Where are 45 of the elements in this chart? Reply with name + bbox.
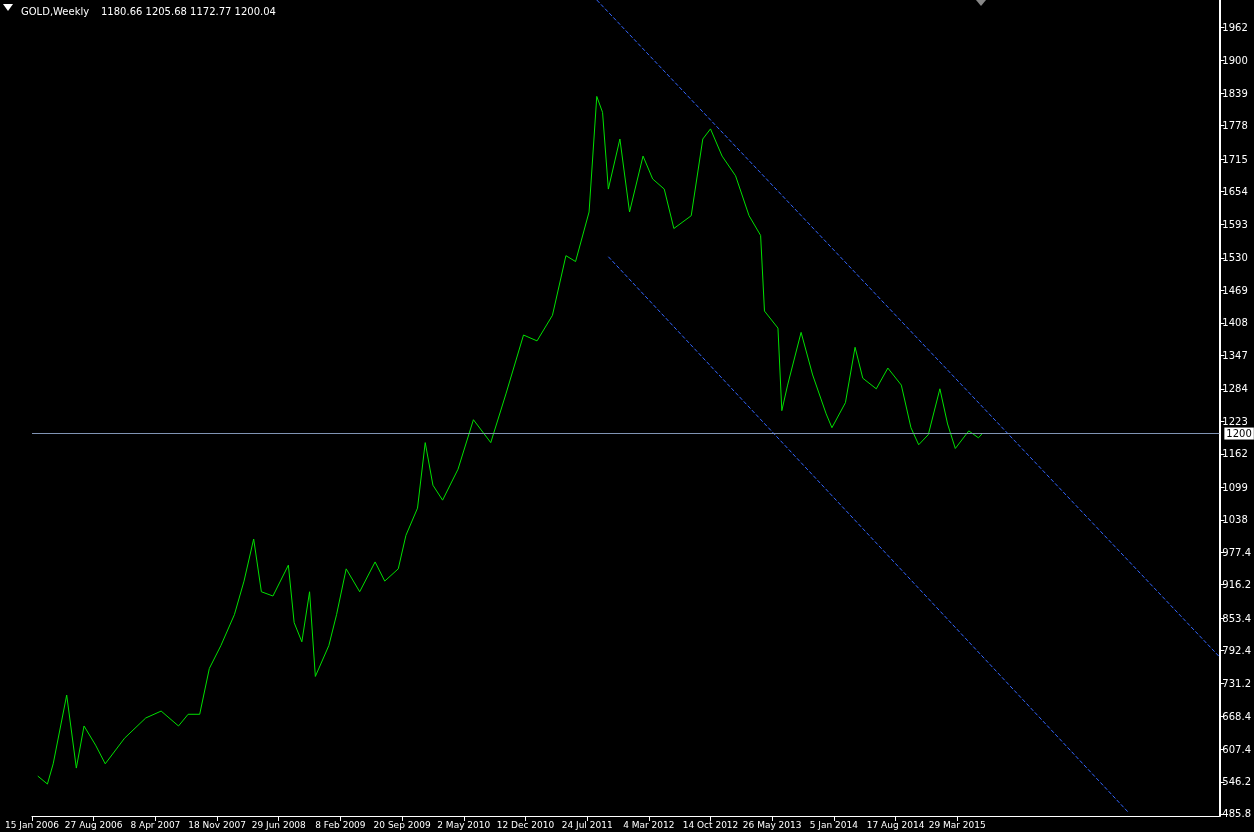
y-tick-label: 1715 xyxy=(1222,153,1248,165)
x-tick-label: 15 Jan 2006 xyxy=(5,819,60,830)
line-series xyxy=(37,95,983,785)
y-tick-label: 792.4 xyxy=(1222,645,1252,657)
x-tick-label: 8 Feb 2009 xyxy=(315,819,366,830)
y-tick-label: 1900 xyxy=(1222,55,1248,67)
y-tick-label: 1593 xyxy=(1222,218,1248,230)
y-tick-label: 1347 xyxy=(1222,349,1248,361)
y-tick-label: 1408 xyxy=(1222,317,1248,329)
y-tick-label: 977.4 xyxy=(1222,546,1252,558)
x-tick-label: 5 Jan 2014 xyxy=(809,819,859,830)
x-tick-label: 27 Aug 2006 xyxy=(64,819,123,830)
y-tick-label: 546.2 xyxy=(1222,776,1252,788)
y-tick-label: 1778 xyxy=(1222,120,1248,132)
x-tick-label: 26 May 2013 xyxy=(742,819,802,830)
y-tick-label: 668.4 xyxy=(1222,711,1252,723)
y-tick-label: 1223 xyxy=(1222,415,1248,427)
x-tick-label: 29 Mar 2015 xyxy=(928,819,986,830)
x-tick-label: 12 Dec 2010 xyxy=(496,819,555,830)
x-tick-label: 24 Jul 2011 xyxy=(561,819,613,830)
x-tick-label: 17 Aug 2014 xyxy=(866,819,925,830)
x-tick-label: 20 Sep 2009 xyxy=(373,819,431,830)
y-tick-label: 1962 xyxy=(1222,22,1248,34)
x-tick-label: 8 Apr 2007 xyxy=(130,819,181,830)
y-tick-label: 731.2 xyxy=(1222,677,1252,689)
y-tick-label: 1530 xyxy=(1222,252,1248,264)
x-tick-label: 14 Oct 2012 xyxy=(682,819,739,830)
y-tick-label: 1284 xyxy=(1222,383,1248,395)
text: GOLD,Weekly xyxy=(21,5,90,17)
y-tick-label: 607.4 xyxy=(1222,743,1252,755)
x-tick-label: 2 May 2010 xyxy=(437,819,491,830)
y-tick-label: 1038 xyxy=(1222,514,1248,526)
x-tick-label: 29 Jun 2008 xyxy=(251,819,307,830)
y-tick-label: 1469 xyxy=(1222,284,1248,296)
y-tick-label: 1099 xyxy=(1222,481,1248,493)
y-tick-label: 1162 xyxy=(1222,448,1248,460)
y-tick-label: 916.2 xyxy=(1222,579,1252,591)
x-tick-label: 18 Nov 2007 xyxy=(188,819,246,830)
y-tick-label: 1654 xyxy=(1222,186,1248,198)
y-tick-label: 485.8 xyxy=(1222,808,1252,820)
y-tick-label: 1839 xyxy=(1222,87,1248,99)
x-tick-label: 4 Mar 2012 xyxy=(623,819,675,830)
ref-line-label: 1200 xyxy=(1226,428,1252,440)
y-tick-label: 853.4 xyxy=(1222,612,1252,624)
text: 1180.66 1205.68 1172.77 1200.04 xyxy=(101,5,276,17)
